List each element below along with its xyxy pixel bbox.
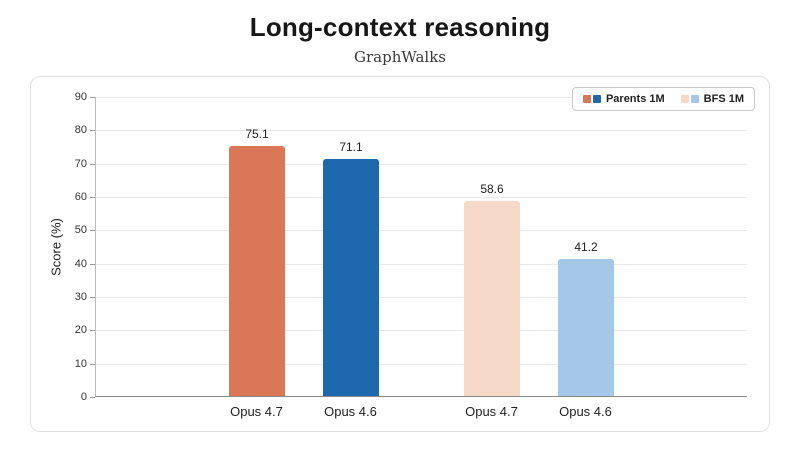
gridline (96, 163, 747, 165)
bar-group: 58.6 41.2 (464, 97, 614, 396)
x-tick-label: Opus 4.6 (324, 404, 377, 419)
y-tick-label: 90 (74, 91, 87, 103)
y-axis-title-wrap: Score (%) (39, 97, 63, 397)
bar-value-label: 41.2 (574, 239, 598, 254)
y-tick-mark (90, 130, 95, 132)
plot-area: 75.1 71.1 58.6 41.2 (95, 97, 747, 397)
gridline (96, 197, 747, 198)
bar-value-label: 75.1 (245, 126, 269, 141)
y-tick-mark (90, 97, 95, 98)
x-axis-labels: Opus 4.7 Opus 4.6 Opus 4.7 Opus 4.6 (95, 404, 747, 419)
y-tick-mark (90, 397, 95, 398)
legend: Parents 1M BFS 1M (571, 87, 755, 111)
y-tick-label: 50 (74, 224, 87, 237)
legend-label: BFS 1M (703, 93, 744, 105)
y-tick-label: 10 (74, 357, 87, 370)
y-tick-label: 70 (74, 157, 87, 170)
y-axis-ticks: 0 10 20 30 40 50 60 70 80 90 (61, 91, 95, 403)
chart-subtitle: GraphWalks (354, 48, 446, 66)
gridline (96, 230, 747, 232)
x-axis: Opus 4.7 Opus 4.6 Opus 4.7 Opus 4.6 (95, 397, 747, 421)
y-tick-label: 60 (74, 191, 87, 203)
y-tick-mark (90, 263, 95, 265)
y-tick-mark (90, 197, 95, 198)
legend-label: Parents 1M (605, 93, 665, 105)
gridline (96, 263, 747, 265)
chart-area: Score (%) 0 10 20 30 40 50 60 70 80 90 75.1 71.1 58… (39, 91, 747, 403)
bar (464, 200, 520, 396)
chart-title: Long-context reasoning (249, 12, 551, 42)
legend-entry: BFS 1M (680, 93, 744, 105)
bar-column: 75.1 (229, 97, 285, 396)
gridline (96, 130, 747, 132)
legend-swatches (680, 95, 699, 103)
gridline (96, 363, 747, 365)
legend-swatch-icon (690, 95, 699, 103)
bar-value-label: 71.1 (339, 140, 363, 154)
x-tick-label: Opus 4.6 (559, 404, 612, 419)
legend-swatch-icon (680, 95, 689, 103)
bar (558, 258, 614, 396)
gridline (96, 330, 747, 332)
legend-swatch-icon (592, 95, 601, 103)
y-tick-mark (90, 363, 95, 365)
gridline (96, 97, 747, 98)
y-tick-label: 0 (80, 391, 87, 403)
bars: 75.1 71.1 58.6 41.2 (96, 97, 747, 396)
chart-panel: Parents 1M BFS 1M Score (%) 0 10 20 30 40 50 60… (30, 76, 770, 432)
y-tick-mark (90, 230, 95, 232)
gridline (96, 297, 747, 298)
y-tick-label: 20 (74, 324, 87, 337)
y-tick-mark (90, 330, 95, 332)
y-tick-label: 80 (74, 124, 87, 137)
y-tick-mark (90, 297, 95, 298)
y-tick-mark (90, 163, 95, 165)
bar-column: 41.2 (558, 97, 614, 396)
bar (229, 145, 285, 396)
bar-column: 71.1 (323, 97, 379, 396)
x-tick-label: Opus 4.7 (230, 404, 283, 419)
legend-swatch-icon (582, 95, 591, 103)
legend-swatches (582, 95, 601, 103)
y-tick-label: 30 (74, 291, 87, 303)
bar-group: 75.1 71.1 (229, 97, 379, 396)
x-label-group: Opus 4.7 Opus 4.6 (229, 404, 379, 419)
bar-value-label: 58.6 (480, 181, 504, 196)
x-tick-label: Opus 4.7 (465, 404, 518, 419)
bar (323, 159, 379, 396)
legend-entry: Parents 1M (582, 93, 665, 105)
bar-column: 58.6 (464, 97, 520, 396)
y-tick-label: 40 (74, 257, 87, 270)
x-label-group: Opus 4.7 Opus 4.6 (464, 404, 614, 419)
